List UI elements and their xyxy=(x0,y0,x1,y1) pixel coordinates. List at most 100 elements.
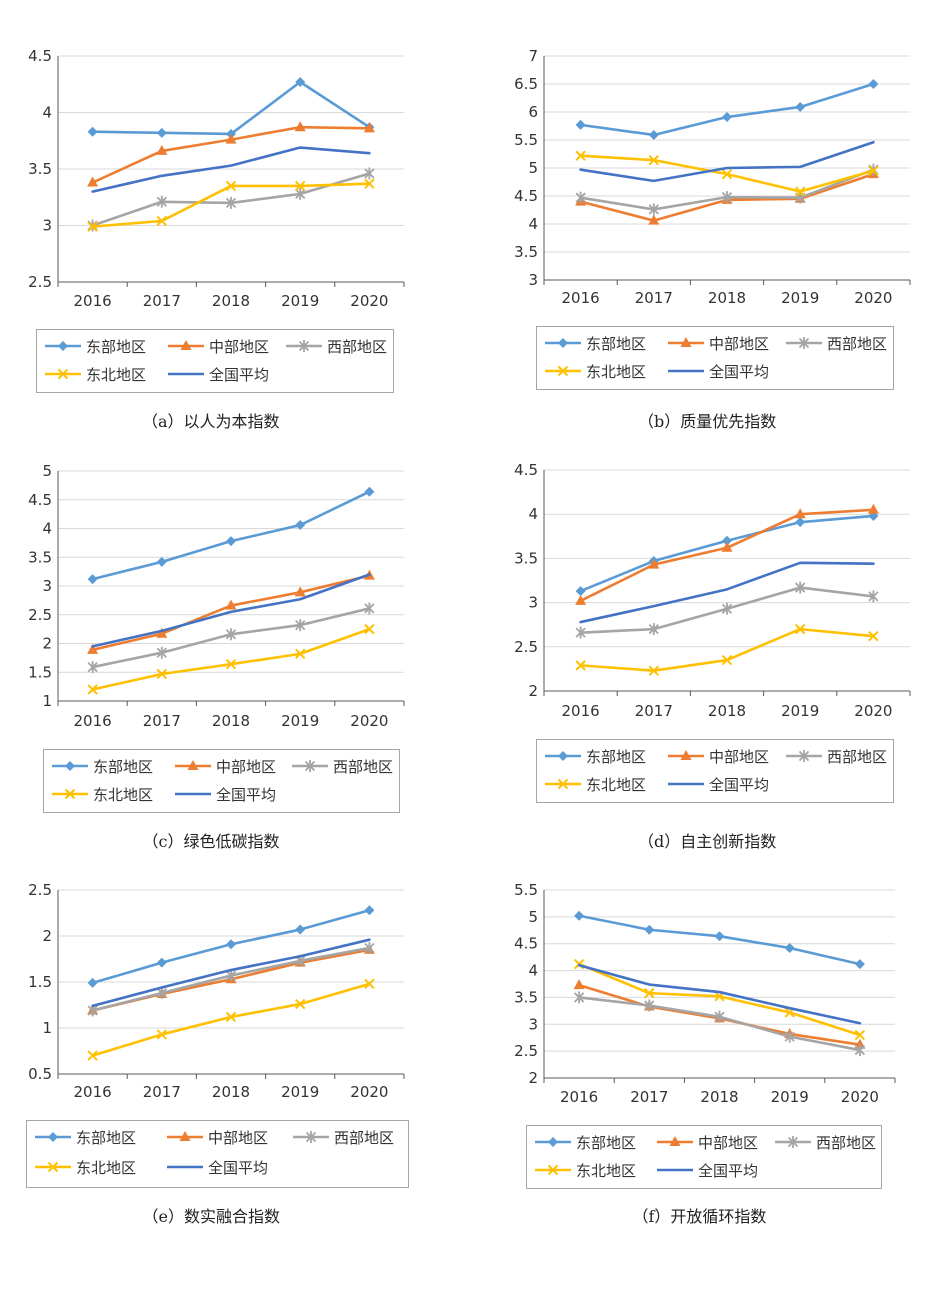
x-tick-label: 2017 xyxy=(143,712,181,730)
legend-marker-east xyxy=(48,1132,58,1142)
data-point-west xyxy=(721,602,733,615)
data-point-west xyxy=(868,590,879,603)
legend-swatch-east xyxy=(45,341,81,351)
data-point-west xyxy=(784,1030,795,1043)
data-point-west xyxy=(648,203,659,216)
data-point-east xyxy=(295,924,306,935)
legend-label: 西部地区 xyxy=(827,334,888,353)
series-line-national xyxy=(579,561,875,624)
data-point-northeast xyxy=(575,150,586,161)
data-point-northeast xyxy=(156,1029,168,1040)
y-tick-label: 2.5 xyxy=(514,638,538,656)
legend-label: 全国平均 xyxy=(209,365,270,384)
data-point-central xyxy=(225,599,237,610)
x-tick-label: 2019 xyxy=(781,702,819,720)
x-tick-label: 2019 xyxy=(281,712,319,730)
chart-legend: 东部地区 中部地区 西部地区 东北地区 全国平均 xyxy=(536,326,894,390)
legend-item-west: 西部地区 xyxy=(284,335,387,357)
x-tick-label: 2020 xyxy=(854,289,892,307)
series-line-west xyxy=(577,996,862,1052)
data-point-east xyxy=(722,535,732,546)
data-point-west xyxy=(295,187,306,200)
legend-swatch-national xyxy=(668,782,704,786)
x-tick-label: 2017 xyxy=(635,289,673,307)
legend-marker-northeast xyxy=(557,778,569,790)
x-tick-label: 2020 xyxy=(854,702,892,720)
data-point-northeast xyxy=(648,665,660,676)
legend-item-national: 全国平均 xyxy=(666,360,769,382)
data-point-central xyxy=(573,979,585,990)
data-point-west xyxy=(575,626,586,639)
legend-marker-northeast xyxy=(47,1161,59,1173)
legend-label: 西部地区 xyxy=(334,1128,395,1147)
legend-label: 西部地区 xyxy=(333,757,394,776)
data-point-northeast xyxy=(225,180,237,192)
y-tick-label: 2 xyxy=(528,1069,538,1087)
data-point-east xyxy=(156,957,167,968)
data-point-central xyxy=(294,121,306,132)
chart-legend: 东部地区 中部地区 西部地区 东北地区 全国平均 xyxy=(526,1125,882,1189)
y-tick-label: 5 xyxy=(528,159,538,177)
legend-swatch-east xyxy=(52,761,88,771)
data-point-east xyxy=(364,486,375,497)
legend-label: 东北地区 xyxy=(586,362,647,381)
legend-marker-east xyxy=(558,751,568,761)
y-tick-label: 3.5 xyxy=(514,243,538,261)
x-tick-label: 2018 xyxy=(212,1083,250,1101)
data-point-northeast xyxy=(87,221,98,232)
legend-swatch-northeast xyxy=(45,368,81,380)
y-tick-label: 4.5 xyxy=(514,935,538,953)
y-tick-label: 1.5 xyxy=(28,663,52,681)
data-point-east xyxy=(364,905,375,916)
legend-label: 东北地区 xyxy=(586,775,647,794)
legend-marker-northeast xyxy=(547,1164,559,1176)
legend-label: 中部地区 xyxy=(209,337,270,356)
legend-label: 全国平均 xyxy=(698,1161,759,1180)
legend-label: 中部地区 xyxy=(208,1128,269,1147)
legend-item-west: 西部地区 xyxy=(784,332,887,354)
x-tick-label: 2017 xyxy=(635,702,673,720)
data-point-west xyxy=(364,941,375,954)
legend-label: 东北地区 xyxy=(86,365,147,384)
legend-item-west: 西部地区 xyxy=(290,755,393,777)
data-point-east xyxy=(644,924,655,935)
data-point-central xyxy=(648,214,660,225)
x-tick-label: 2018 xyxy=(708,289,746,307)
data-point-northeast xyxy=(87,684,98,695)
chart-caption: （e）数实融合指数 xyxy=(142,1207,280,1226)
data-point-east xyxy=(575,586,586,597)
x-tick-label: 2020 xyxy=(841,1088,879,1106)
chart-caption: （d）自主创新指数 xyxy=(638,832,777,851)
legend-marker-west xyxy=(798,750,810,762)
x-tick-label: 2019 xyxy=(781,289,819,307)
legend-swatch-national xyxy=(168,372,204,376)
data-point-east xyxy=(722,112,732,123)
legend-label: 东部地区 xyxy=(93,757,154,776)
series-line-national xyxy=(91,938,371,1008)
legend-marker-central xyxy=(680,750,692,760)
data-point-east xyxy=(795,101,806,112)
legend-swatch-east xyxy=(545,338,581,348)
legend-item-northeast: 东北地区 xyxy=(43,363,146,385)
data-point-west xyxy=(156,195,167,208)
legend-marker-northeast xyxy=(57,368,69,380)
legend-swatch-west xyxy=(286,340,322,352)
chart-caption: （c）绿色低碳指数 xyxy=(142,832,280,851)
legend-item-national: 全国平均 xyxy=(655,1159,758,1181)
data-point-northeast xyxy=(156,668,168,680)
y-tick-label: 2.5 xyxy=(28,273,52,291)
data-point-west xyxy=(156,646,167,659)
y-tick-label: 1 xyxy=(42,1019,52,1037)
legend-item-east: 东部地区 xyxy=(543,745,646,767)
x-tick-label: 2016 xyxy=(562,289,600,307)
y-tick-label: 4.5 xyxy=(28,491,52,509)
x-tick-label: 2018 xyxy=(700,1088,738,1106)
data-point-east xyxy=(795,517,806,528)
legend-swatch-northeast xyxy=(52,788,88,800)
legend-swatch-northeast xyxy=(545,778,581,790)
chart-caption: （f）开放循环指数 xyxy=(632,1207,767,1226)
legend-item-national: 全国平均 xyxy=(166,363,269,385)
legend-label: 中部地区 xyxy=(698,1133,759,1152)
